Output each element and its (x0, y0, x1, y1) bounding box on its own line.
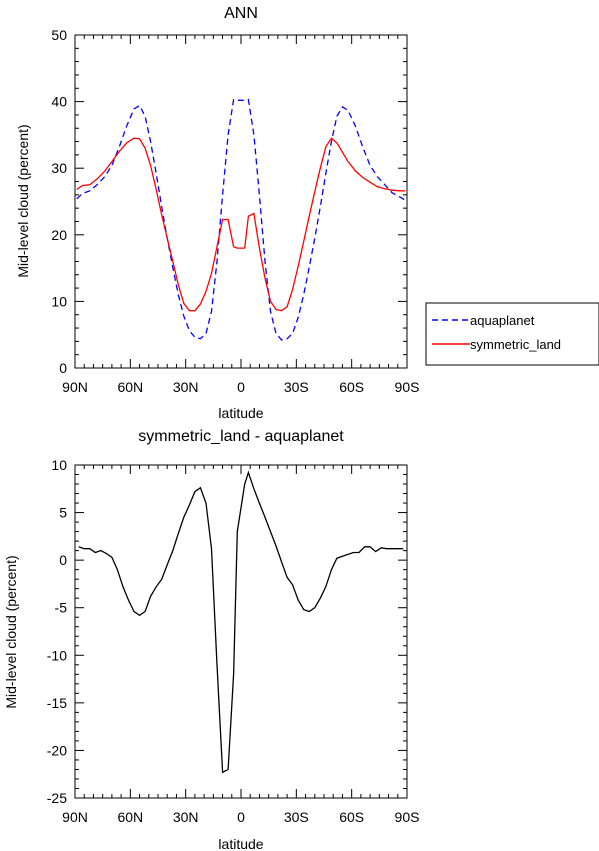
bottom-x-tick-label: 90N (62, 809, 88, 825)
bottom-plot: symmetric_land - aquaplanet Mid-level cl… (3, 428, 419, 851)
legend: aquaplanet symmetric_land (425, 302, 599, 366)
bottom-y-tick-label: -25 (47, 790, 67, 806)
bottom-y-axis-label: Mid-level cloud (percent) (3, 555, 19, 708)
bottom-plot-ticks (74, 464, 408, 799)
top-series-line-aquaplanet (76, 98, 406, 341)
top-x-tick-label: 60S (339, 379, 364, 395)
top-plot-ticks (74, 34, 408, 369)
top-y-tick-label: 0 (59, 360, 67, 376)
bottom-chart-title: symmetric_land - aquaplanet (138, 428, 344, 445)
bottom-x-tick-label: 0 (237, 809, 245, 825)
bottom-x-axis-label: latitude (218, 836, 263, 851)
top-chart-title: ANN (224, 5, 258, 22)
bottom-plot-frame (74, 464, 408, 799)
bottom-plot-tick-labels: 90N 60N 30N 0 30S 60S 90S -25 -20 -15 -10 -5 0 5 10 (47, 457, 420, 825)
top-plot: ANN Mid-level cloud (percent) latitude 9… (15, 5, 419, 421)
top-x-tick-label: 90S (395, 379, 420, 395)
top-y-tick-label: 40 (51, 94, 67, 110)
bottom-x-tick-label: 30S (284, 809, 309, 825)
bottom-y-tick-label: -20 (47, 742, 67, 758)
bottom-x-tick-label: 60N (117, 809, 143, 825)
top-y-tick-label: 50 (51, 27, 67, 43)
bottom-x-tick-label: 30N (173, 809, 199, 825)
top-y-axis-label: Mid-level cloud (percent) (15, 124, 31, 277)
top-plot-tick-labels: 90N 60N 30N 0 30S 60S 90S 0 10 20 30 40 50 (51, 27, 419, 395)
top-x-tick-label: 60N (117, 379, 143, 395)
top-x-axis-label: latitude (218, 405, 263, 421)
bottom-y-tick-label: 0 (59, 552, 67, 568)
bottom-plot-series (78, 470, 404, 774)
top-x-tick-label: 30N (173, 379, 199, 395)
bottom-series-line-difference (78, 470, 404, 774)
top-plot-frame (74, 34, 408, 369)
top-x-tick-label: 0 (237, 379, 245, 395)
top-plot-series (76, 98, 406, 341)
legend-label-aquaplanet: aquaplanet (470, 313, 535, 328)
top-y-tick-label: 30 (51, 160, 67, 176)
top-y-tick-label: 20 (51, 227, 67, 243)
legend-box (425, 302, 599, 366)
legend-label-symmetric-land: symmetric_land (470, 337, 561, 352)
top-series-line-symmetric-land (76, 137, 406, 312)
bottom-y-tick-label: 5 (59, 505, 67, 521)
top-y-tick-label: 10 (51, 293, 67, 309)
bottom-y-tick-label: 10 (51, 457, 67, 473)
bottom-y-tick-label: -5 (55, 600, 68, 616)
top-x-tick-label: 90N (62, 379, 88, 395)
bottom-x-tick-label: 60S (339, 809, 364, 825)
bottom-x-tick-label: 90S (395, 809, 420, 825)
bottom-y-tick-label: -10 (47, 647, 67, 663)
top-x-tick-label: 30S (284, 379, 309, 395)
bottom-y-tick-label: -15 (47, 695, 67, 711)
